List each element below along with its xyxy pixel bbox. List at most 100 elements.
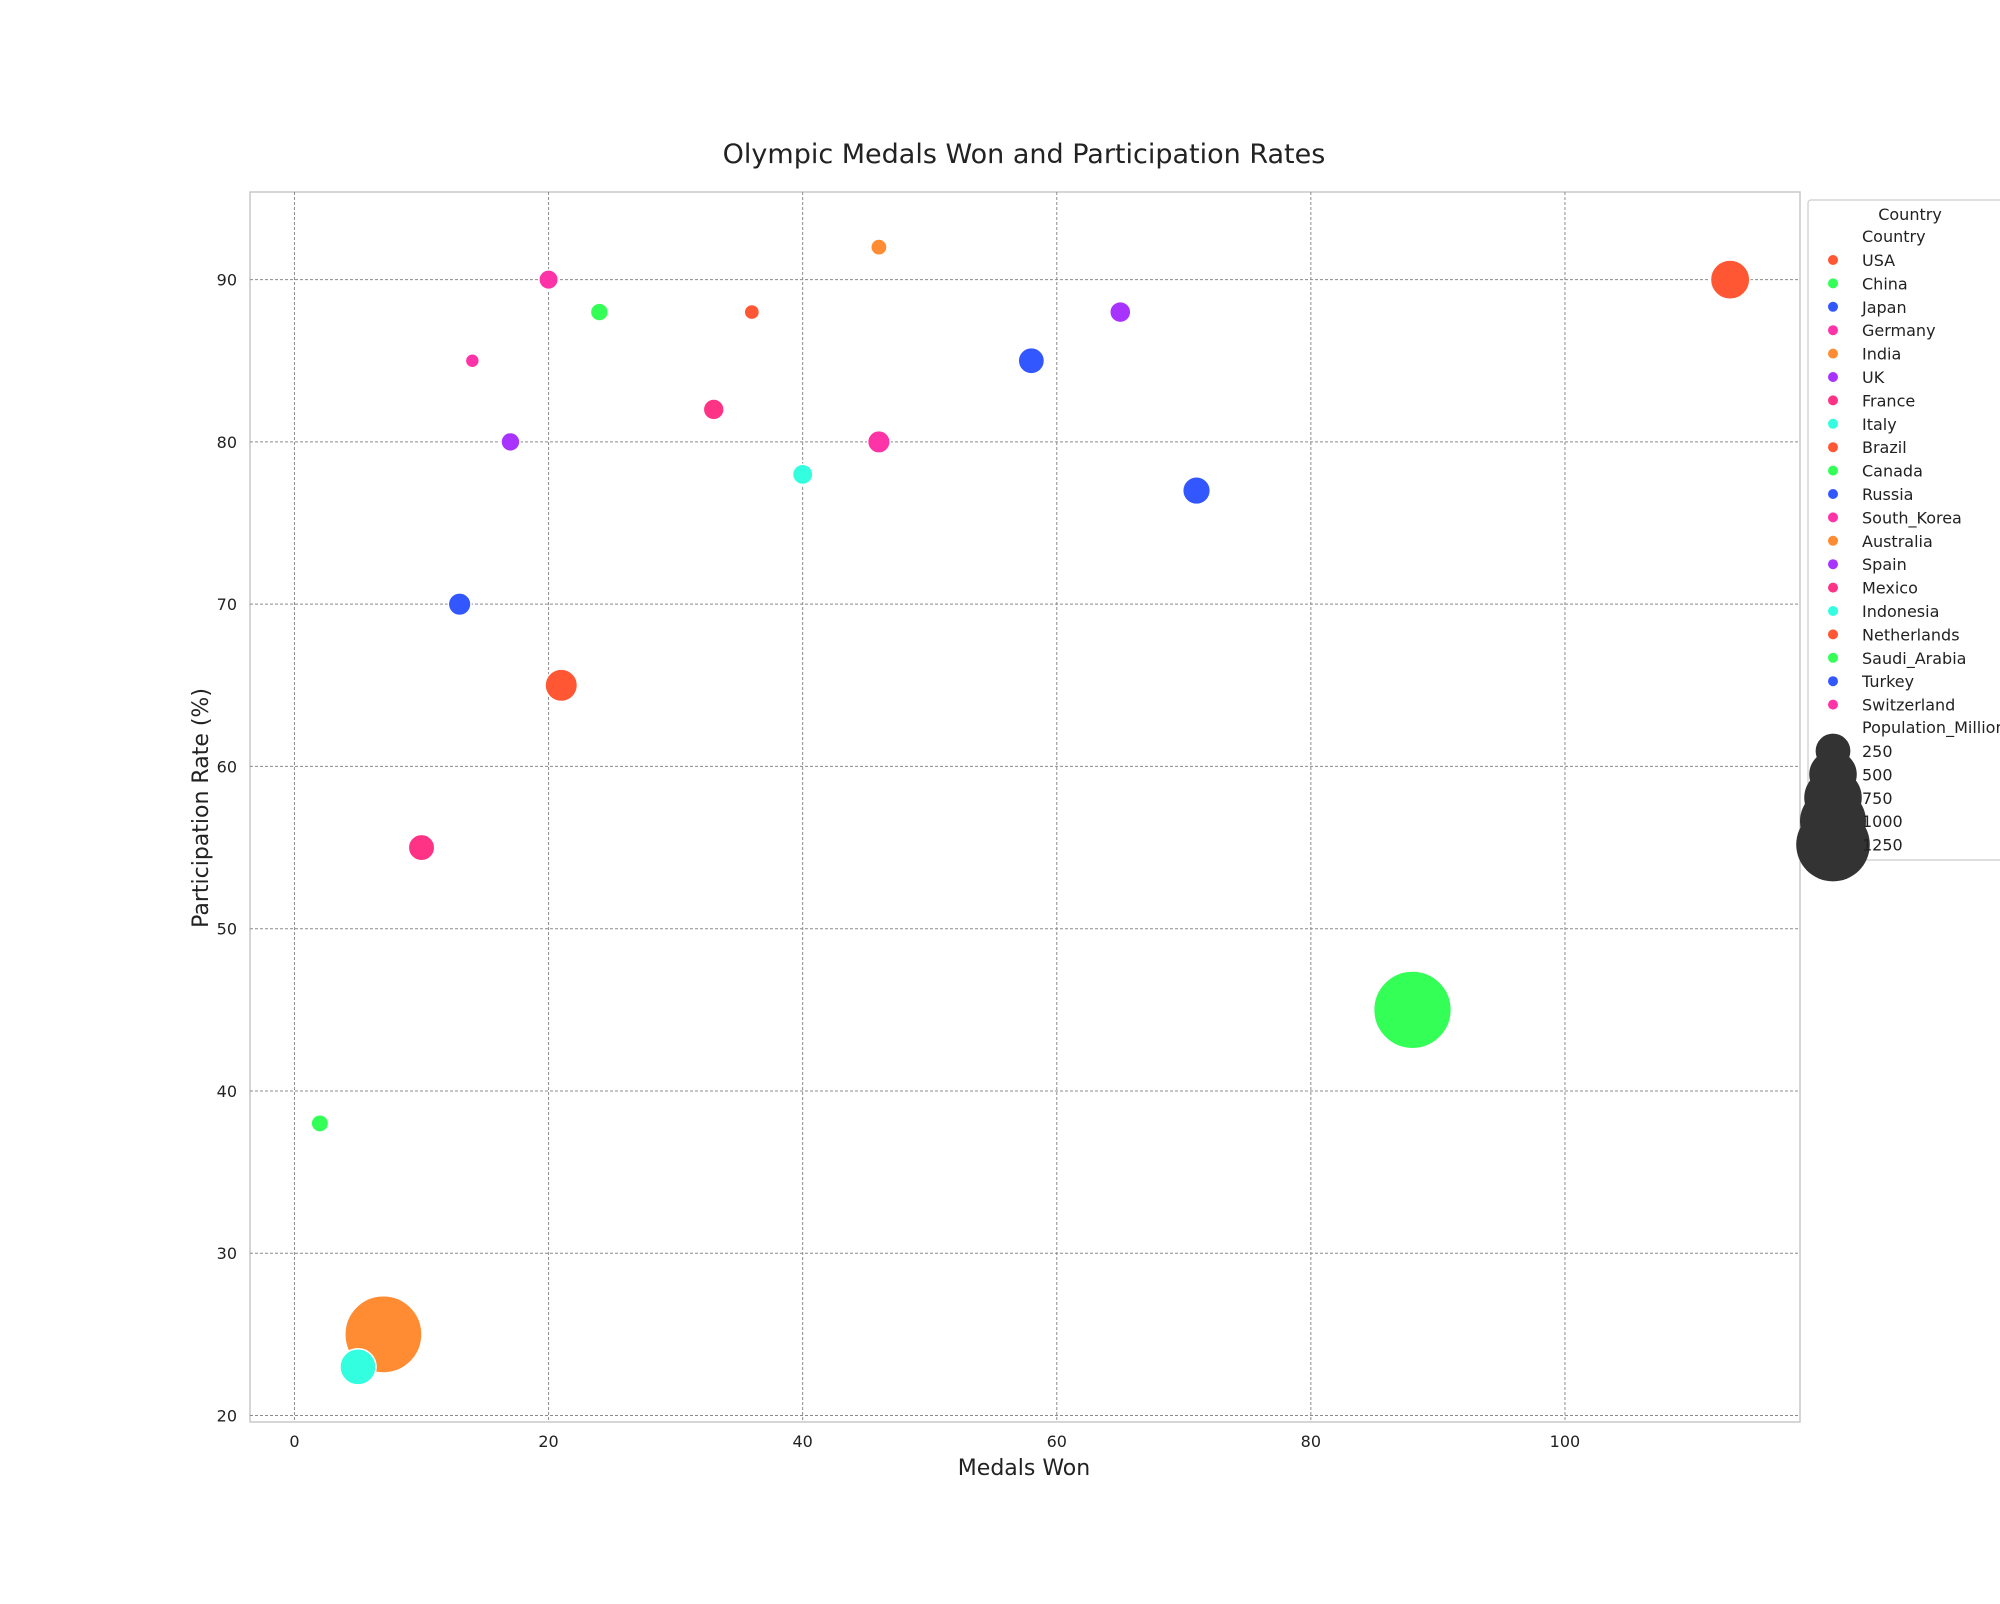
data-point-australia [870, 238, 888, 257]
data-point-china [1372, 970, 1453, 1050]
legend-label: Mexico [1862, 579, 1918, 598]
legend-marker [1828, 629, 1838, 640]
legend-item-spain: Spain [1828, 555, 1907, 574]
legend-item-france: France [1828, 391, 1915, 410]
legend-label: Spain [1862, 555, 1907, 574]
data-point-indonesia [339, 1348, 377, 1386]
legend-label: France [1862, 391, 1915, 410]
legend-label: UK [1862, 368, 1885, 387]
legend-item-south-korea: South_Korea [1828, 508, 1962, 528]
legend-marker [1828, 418, 1838, 429]
legend-label: Italy [1862, 415, 1897, 434]
legend-marker [1828, 582, 1838, 593]
grid [250, 192, 1800, 1422]
legend-item-italy: Italy [1828, 415, 1897, 434]
legend-marker [1828, 512, 1838, 523]
legend-box [1807, 199, 2000, 861]
legend-marker [1828, 535, 1838, 546]
y-tick-label: 40 [217, 1082, 237, 1101]
chart-title: Olympic Medals Won and Participation Rat… [723, 139, 1326, 170]
legend-marker [1828, 442, 1838, 453]
y-tick-label: 20 [217, 1407, 237, 1426]
legend-marker [1828, 489, 1838, 499]
axis-ticks: 0 20 40 60 80 100 20 30 40 50 60 70 80 90 [217, 271, 1581, 1451]
y-tick-label: 80 [217, 433, 237, 452]
legend-size-label: 1000 [1862, 812, 1903, 831]
data-point-switzerland [464, 353, 481, 369]
legend-label: Saudi_Arabia [1862, 649, 1966, 669]
data-points [310, 238, 1751, 1386]
legend: Country Country USA China Japan Germany Indi… [1796, 199, 2000, 882]
data-point-saudi-arabia [310, 1113, 330, 1133]
legend-label: China [1862, 274, 1908, 293]
data-point-uk [1109, 300, 1132, 324]
legend-size-marker [1796, 807, 1870, 882]
legend-country-entries: USA China Japan Germany India UK France Italy Br… [1828, 251, 1966, 715]
legend-marker [1828, 301, 1838, 312]
legend-label: South_Korea [1862, 508, 1962, 528]
legend-label: Switzerland [1862, 696, 1955, 715]
data-point-turkey [447, 592, 472, 617]
x-tick-label: 20 [538, 1432, 558, 1451]
legend-label: Indonesia [1862, 602, 1939, 621]
legend-label: Japan [1861, 298, 1907, 317]
data-point-japan [1017, 346, 1046, 375]
legend-size-title: Population_Millions [1862, 718, 2000, 738]
legend-item-mexico: Mexico [1828, 579, 1918, 598]
legend-label: Russia [1862, 485, 1913, 504]
legend-label: Australia [1862, 532, 1933, 551]
legend-item-uk: UK [1828, 368, 1885, 387]
data-point-netherlands [743, 303, 761, 321]
legend-marker [1828, 699, 1838, 710]
legend-label: Turkey [1861, 672, 1914, 691]
legend-item-saudi-arabia: Saudi_Arabia [1828, 649, 1966, 669]
legend-marker [1828, 278, 1838, 289]
legend-item-usa: USA [1828, 251, 1895, 270]
y-tick-label: 60 [217, 757, 237, 776]
legend-label: India [1862, 345, 1901, 364]
legend-marker [1828, 652, 1838, 663]
legend-hue-title: Country [1862, 227, 1926, 246]
data-point-germany [866, 429, 891, 454]
legend-item-india: India [1828, 345, 1901, 364]
legend-item-brazil: Brazil [1828, 438, 1907, 457]
legend-item-switzerland: Switzerland [1828, 696, 1955, 715]
legend-marker [1828, 606, 1838, 616]
plot-area [249, 191, 1801, 1423]
data-point-usa [1709, 259, 1751, 301]
x-axis-label: Medals Won [958, 1456, 1090, 1481]
legend-item-germany: Germany [1828, 321, 1936, 340]
legend-label: Canada [1862, 462, 1923, 481]
legend-item-australia: Australia [1828, 532, 1933, 551]
x-tick-label: 80 [1301, 1432, 1321, 1451]
legend-size-label: 500 [1862, 765, 1893, 784]
x-tick-label: 60 [1047, 1432, 1067, 1451]
legend-size-label: 1250 [1862, 836, 1903, 855]
data-point-russia [1181, 475, 1212, 506]
legend-marker [1828, 372, 1838, 382]
legend-item-canada: Canada [1828, 462, 1923, 481]
y-tick-label: 70 [217, 595, 237, 614]
legend-size-label: 250 [1862, 742, 1893, 761]
legend-title: Country [1878, 205, 1942, 224]
legend-item-netherlands: Netherlands [1828, 625, 1960, 644]
legend-marker [1828, 325, 1838, 336]
legend-item-indonesia: Indonesia [1828, 602, 1939, 621]
x-tick-label: 40 [792, 1432, 812, 1451]
legend-size-entries: 250 500 750 1000 1250 [1796, 733, 1903, 882]
y-tick-label: 30 [217, 1244, 237, 1263]
data-point-mexico [407, 833, 436, 862]
legend-marker [1828, 559, 1838, 570]
legend-item-turkey: Turkey [1828, 672, 1914, 691]
y-tick-label: 90 [217, 271, 237, 290]
legend-item-china: China [1828, 274, 1908, 293]
legend-marker [1828, 255, 1838, 265]
legend-item-russia: Russia [1828, 485, 1913, 504]
legend-size-label: 750 [1862, 789, 1893, 808]
legend-label: Netherlands [1862, 625, 1960, 644]
legend-label: USA [1862, 251, 1895, 270]
data-point-brazil [544, 668, 579, 703]
y-axis-label: Participation Rate (%) [189, 688, 214, 928]
